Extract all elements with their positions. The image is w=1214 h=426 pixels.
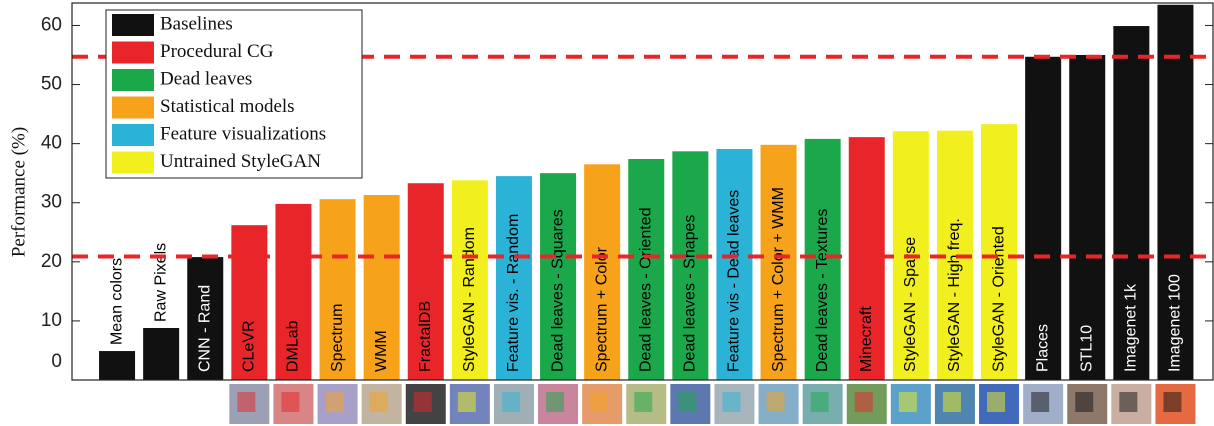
thumbnail-texture bbox=[325, 392, 344, 412]
plot-frame bbox=[71, 2, 1214, 381]
thumbnail-texture bbox=[987, 392, 1006, 412]
bar bbox=[451, 180, 488, 380]
bar-label: StyleGAN - High freq. bbox=[946, 218, 963, 372]
bar-label: Places bbox=[1034, 324, 1051, 372]
y-axis-label: Performance (%) bbox=[8, 127, 29, 257]
bar-label: DMLab bbox=[285, 320, 302, 372]
legend-label: Procedural CG bbox=[160, 41, 274, 62]
legend-box bbox=[105, 9, 363, 179]
bar bbox=[363, 195, 400, 380]
y-tick-label: 60 bbox=[41, 14, 62, 35]
bar-label: StyleGAN - Oriented bbox=[990, 226, 1007, 372]
y-tick-label: 20 bbox=[41, 251, 62, 272]
bar bbox=[981, 124, 1018, 381]
legend-label: Baselines bbox=[160, 13, 233, 34]
thumbnail-texture bbox=[457, 392, 476, 412]
legend-swatch bbox=[112, 96, 154, 119]
bar bbox=[1113, 26, 1150, 381]
bar-label: Dead leaves - Oriented bbox=[637, 207, 654, 372]
legend-label: Dead leaves bbox=[160, 68, 252, 89]
legend-swatch bbox=[112, 151, 154, 174]
bar-label: Dead leaves - Shapes bbox=[682, 215, 699, 372]
bar bbox=[804, 138, 841, 380]
y-tick-label: 30 bbox=[41, 192, 62, 213]
bar-label: Imagenet 1k bbox=[1123, 283, 1140, 372]
bar-label: Feature vis - Dead leaves bbox=[726, 190, 743, 372]
thumbnail-texture bbox=[634, 392, 653, 412]
bar-label: Mean colors bbox=[108, 258, 125, 345]
bar bbox=[540, 173, 577, 380]
bar-label: CLeVR bbox=[241, 320, 258, 372]
bar bbox=[628, 159, 665, 380]
bar bbox=[760, 144, 797, 380]
thumbnail-texture bbox=[237, 392, 256, 412]
bar bbox=[143, 328, 180, 380]
thumbnail-texture bbox=[766, 392, 785, 412]
thumbnail-texture bbox=[546, 392, 565, 412]
thumbnail-texture bbox=[810, 392, 829, 412]
bar-label: WMM bbox=[373, 330, 390, 372]
thumbnail-texture bbox=[281, 392, 300, 412]
legend-swatch bbox=[112, 41, 154, 64]
thumbnail-texture bbox=[1119, 392, 1138, 412]
bar bbox=[1069, 55, 1106, 380]
thumbnail-texture bbox=[898, 392, 917, 412]
bar-label: Spectrum + Color bbox=[593, 246, 610, 372]
y-tick-label: 10 bbox=[41, 310, 62, 331]
bar-label: StyleGAN - Sparse bbox=[902, 237, 919, 372]
bar-label: Minecraft bbox=[858, 306, 875, 372]
y-tick-label: 40 bbox=[41, 133, 62, 154]
legend-swatch bbox=[112, 14, 154, 36]
thumbnail-texture bbox=[1075, 392, 1094, 412]
bar-label: STL10 bbox=[1078, 325, 1095, 372]
bar bbox=[584, 164, 621, 380]
bar-label: Dead leaves - Squares bbox=[549, 209, 566, 372]
legend-label: Feature visualizations bbox=[160, 123, 326, 144]
bar bbox=[848, 137, 885, 380]
thumbnail-texture bbox=[1031, 392, 1050, 412]
legend-swatch bbox=[112, 124, 154, 146]
bar bbox=[672, 151, 709, 380]
y-tick-label: 50 bbox=[41, 74, 62, 95]
bar bbox=[319, 199, 356, 380]
bar bbox=[99, 351, 136, 380]
bar bbox=[275, 203, 312, 380]
legend-label: Untrained StyleGAN bbox=[160, 151, 321, 172]
bar bbox=[187, 257, 224, 380]
thumbnail-texture bbox=[942, 392, 961, 412]
thumbnail-texture bbox=[369, 392, 388, 412]
bar bbox=[495, 176, 532, 380]
bar bbox=[1157, 4, 1194, 380]
thumbnail-texture bbox=[722, 392, 741, 412]
bar-label: FractalDB bbox=[417, 301, 434, 372]
bar-label: Raw Pixels bbox=[152, 243, 169, 322]
bar-label: Imagenet 100 bbox=[1167, 274, 1184, 372]
bar bbox=[231, 225, 268, 380]
thumbnail-texture bbox=[413, 392, 432, 412]
legend-swatch bbox=[112, 69, 154, 91]
y-tick-label: 0 bbox=[51, 351, 62, 372]
bar-label: Spectrum bbox=[329, 304, 346, 372]
bar-label: CNN - Rand bbox=[196, 285, 213, 372]
bar-label: Feature vis. - Random bbox=[505, 214, 522, 372]
thumbnail-texture bbox=[1163, 392, 1182, 412]
legend-label: Statistical models bbox=[160, 96, 295, 117]
thumbnail-texture bbox=[590, 392, 609, 412]
thumbnail-texture bbox=[678, 392, 697, 412]
bar-label: Spectrum + Color + WMM bbox=[770, 187, 787, 372]
bar bbox=[1025, 56, 1062, 380]
bar-label: StyleGAN - Random bbox=[461, 227, 478, 372]
bar bbox=[407, 183, 444, 380]
thumbnail-texture bbox=[501, 392, 520, 412]
thumbnail-texture bbox=[854, 392, 873, 412]
bar bbox=[716, 148, 753, 380]
bar-label: Dead leaves - Textures bbox=[814, 209, 831, 372]
